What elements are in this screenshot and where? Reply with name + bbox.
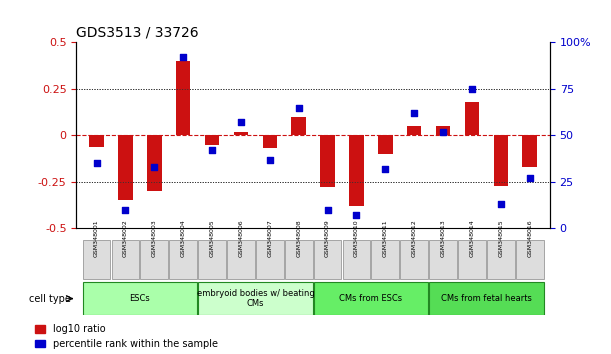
Bar: [522, 135, 537, 167]
Text: GSM348004: GSM348004: [181, 219, 186, 257]
Bar: [119, 135, 133, 200]
Point: [525, 175, 535, 181]
Text: CMs from fetal hearts: CMs from fetal hearts: [441, 294, 532, 303]
Point: [207, 147, 217, 153]
FancyBboxPatch shape: [169, 240, 197, 279]
Bar: [378, 135, 392, 154]
Bar: [291, 117, 306, 135]
Point: [381, 166, 390, 172]
FancyBboxPatch shape: [313, 282, 428, 315]
Text: GSM348008: GSM348008: [296, 220, 301, 257]
FancyBboxPatch shape: [516, 240, 544, 279]
Bar: [436, 126, 450, 135]
Bar: [320, 135, 335, 188]
FancyBboxPatch shape: [198, 240, 226, 279]
Text: embryoid bodies w/ beating
CMs: embryoid bodies w/ beating CMs: [197, 289, 314, 308]
FancyBboxPatch shape: [487, 240, 514, 279]
FancyBboxPatch shape: [82, 282, 197, 315]
Text: GSM348015: GSM348015: [499, 220, 503, 257]
Text: GSM348009: GSM348009: [325, 219, 330, 257]
FancyBboxPatch shape: [429, 282, 544, 315]
FancyBboxPatch shape: [227, 240, 255, 279]
Text: GSM348014: GSM348014: [469, 219, 475, 257]
Point: [467, 86, 477, 92]
Point: [236, 120, 246, 125]
Bar: [89, 135, 104, 147]
Bar: [205, 135, 219, 145]
Point: [265, 157, 275, 162]
FancyBboxPatch shape: [82, 240, 111, 279]
Bar: [349, 135, 364, 206]
Bar: [176, 61, 191, 135]
Text: GSM348007: GSM348007: [268, 219, 273, 257]
Text: GSM348005: GSM348005: [210, 220, 214, 257]
Text: GSM348010: GSM348010: [354, 220, 359, 257]
Bar: [494, 135, 508, 185]
Point: [438, 129, 448, 135]
Point: [351, 212, 361, 218]
Point: [323, 207, 332, 212]
Point: [150, 164, 159, 170]
FancyBboxPatch shape: [256, 240, 284, 279]
Point: [409, 110, 419, 116]
Bar: [234, 132, 248, 135]
FancyBboxPatch shape: [371, 240, 399, 279]
Text: GSM348006: GSM348006: [238, 220, 243, 257]
FancyBboxPatch shape: [313, 240, 342, 279]
Bar: [407, 126, 422, 135]
FancyBboxPatch shape: [112, 240, 139, 279]
Point: [294, 105, 304, 110]
FancyBboxPatch shape: [285, 240, 313, 279]
Text: cell type: cell type: [29, 293, 71, 304]
FancyBboxPatch shape: [198, 282, 313, 315]
Text: GSM348001: GSM348001: [94, 220, 99, 257]
Point: [496, 201, 506, 207]
Bar: [147, 135, 161, 191]
FancyBboxPatch shape: [343, 240, 370, 279]
Text: CMs from ESCs: CMs from ESCs: [339, 294, 403, 303]
Bar: [465, 102, 479, 135]
FancyBboxPatch shape: [429, 240, 457, 279]
Legend: log10 ratio, percentile rank within the sample: log10 ratio, percentile rank within the …: [35, 324, 218, 349]
Text: GSM348016: GSM348016: [527, 220, 532, 257]
FancyBboxPatch shape: [141, 240, 168, 279]
Text: GSM348013: GSM348013: [441, 219, 445, 257]
Text: ESCs: ESCs: [130, 294, 150, 303]
Point: [92, 160, 101, 166]
Text: GSM348003: GSM348003: [152, 219, 157, 257]
FancyBboxPatch shape: [400, 240, 428, 279]
Text: GSM348012: GSM348012: [412, 219, 417, 257]
Text: GDS3513 / 33726: GDS3513 / 33726: [76, 26, 199, 40]
Text: GSM348002: GSM348002: [123, 219, 128, 257]
Bar: [263, 135, 277, 148]
Point: [178, 55, 188, 60]
FancyBboxPatch shape: [458, 240, 486, 279]
Point: [120, 207, 130, 212]
Text: GSM348011: GSM348011: [383, 220, 388, 257]
